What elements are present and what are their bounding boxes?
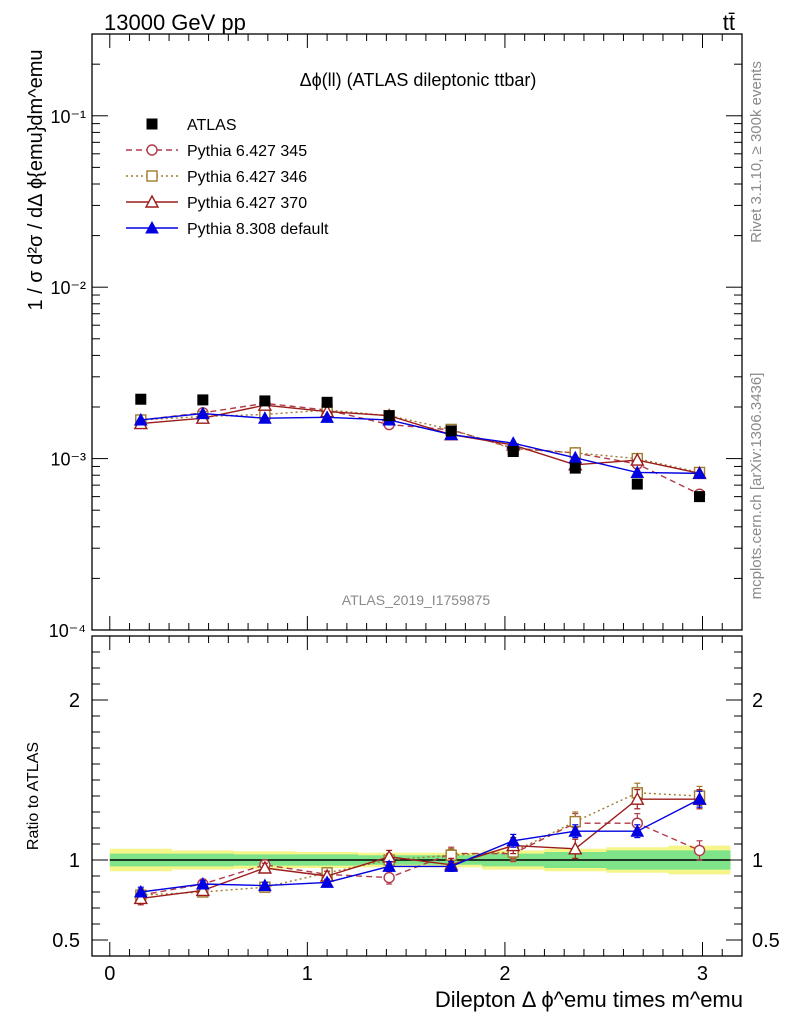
data-marker [258,411,272,424]
data-marker [144,194,160,208]
x-tick-label: 1 [302,963,313,985]
main-plot-frame [91,33,743,631]
x-tick-label: 0 [104,963,115,985]
data-marker [382,859,396,872]
data-marker [568,824,583,837]
series-py345 [135,397,706,500]
data-marker [146,170,158,182]
y-tick-label: 10⁻² [50,278,86,298]
data-marker [145,220,159,234]
data-marker [320,875,334,888]
ratio-y-tick-label: 2 [69,690,80,712]
data-marker [133,884,148,898]
mcplots-label: mcplots.cern.ch [arXiv:1306.3436] [748,373,765,600]
series-line [140,798,700,893]
main-title: Δϕ(ll) (ATLAS dileptonic ttbar) [300,70,537,90]
data-marker [692,792,707,805]
ratio-uncertainty-band [109,845,731,875]
x-tick-label: 2 [499,963,510,985]
legend-label: Pythia 6.427 345 [187,143,307,160]
data-marker [195,882,211,897]
legend-entry-atlas: ATLAS [146,117,237,134]
data-marker [694,491,706,503]
series-atlas [135,393,706,503]
legend-entry-py345: Pythia 6.427 345 [126,143,307,160]
legend-entry-py8: Pythia 8.308 default [126,220,329,238]
legend-label: Pythia 8.308 default [187,221,329,238]
ratio-y-tick-label: 0.5 [52,930,80,952]
series-line [140,404,700,475]
data-marker [630,452,645,466]
data-marker [133,412,148,426]
data-marker [630,791,645,805]
data-marker [630,824,645,837]
ratio-y-tick-label: 1 [69,850,80,872]
legend-label: ATLAS [187,117,237,134]
data-marker [692,466,707,479]
data-marker [630,465,645,478]
ratio-y-tick-label-right: 1 [752,850,763,872]
series-line [140,412,700,475]
legend: ATLAS Pythia 6.427 345 Pythia 6.427 346 Pyt… [126,117,329,238]
data-marker [258,878,272,892]
data-marker [135,393,147,405]
data-marker [195,406,210,420]
process-label: tt̄ [723,10,735,35]
series-line [140,798,700,900]
ratio-series-py8 [133,790,707,898]
series-line [140,792,700,896]
series-py370 [133,397,707,480]
series-py346 [135,404,706,479]
data-marker [383,871,395,884]
data-marker [259,395,271,407]
legend-label: Pythia 6.427 346 [187,169,307,186]
x-axis-label: Dilepton Δ ϕ^emu times m^emu [435,987,743,1012]
legend-label: Pythia 6.427 370 [187,195,307,212]
ratio-series-py370 [133,788,707,906]
data-marker [507,445,519,457]
legend-entry-py346: Pythia 6.427 346 [126,169,307,186]
energy-label: 13000 GeV pp [104,10,246,35]
ratio-y-tick-label-right: 0.5 [752,930,780,952]
y-tick-label: 10⁻³ [50,450,86,470]
series-line [140,409,700,474]
data-marker [197,394,209,406]
ratio-y-tick-label-right: 2 [752,690,763,712]
data-marker [693,844,706,857]
legend-entry-py370: Pythia 6.427 370 [126,194,307,212]
x-tick-label: 3 [697,963,708,985]
data-marker [445,425,457,437]
series-py8 [133,406,707,479]
data-marker [195,876,210,890]
data-marker [444,859,459,872]
watermark: ATLAS_2019_I1759875 [342,592,491,608]
data-marker [321,396,333,408]
data-marker [569,462,581,474]
data-marker [146,144,158,156]
data-marker [257,860,273,874]
data-marker [631,478,643,490]
data-marker [133,890,148,905]
data-marker [506,833,521,847]
y-tick-label: 10⁻⁴ [49,621,86,641]
series-line [140,402,700,495]
data-marker [568,841,583,855]
ratio-plot-frame [91,635,743,957]
main-y-axis-label: 1 / σ d²σ / dΔ ϕ{emu}dm^emu [25,50,47,311]
data-marker [320,410,334,423]
rivet-label: Rivet 3.1.10, ≥ 300k events [748,61,765,243]
ratio-y-axis-label: Ratio to ATLAS [25,742,42,850]
y-tick-label: 10⁻¹ [50,107,86,127]
data-marker [146,118,158,130]
data-marker [383,410,395,422]
